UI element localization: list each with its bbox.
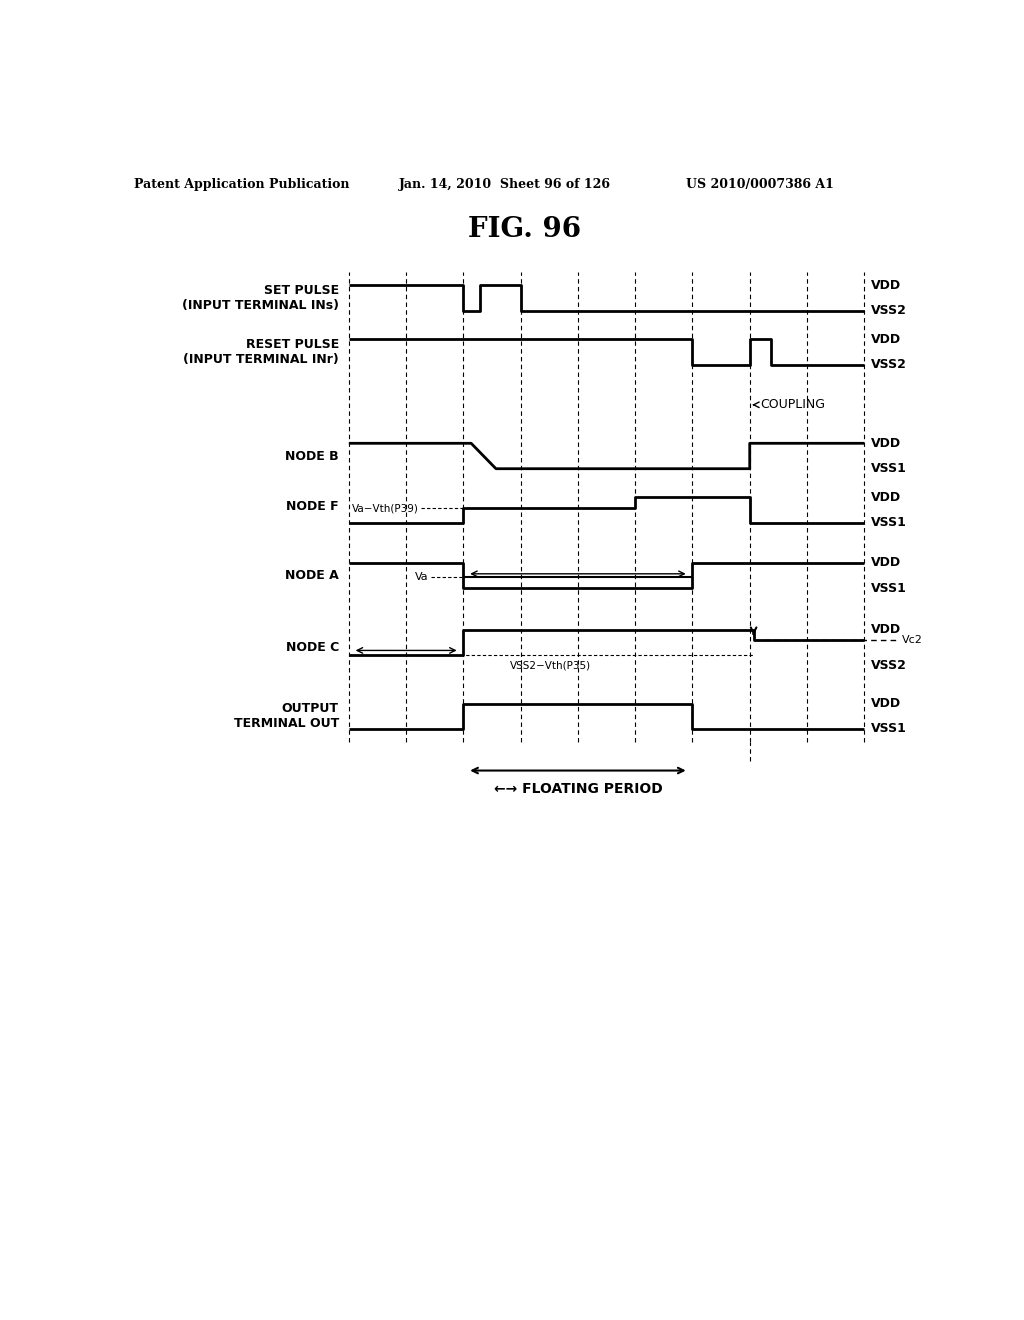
Text: COUPLING: COUPLING (760, 399, 824, 412)
Text: VSS2: VSS2 (870, 305, 906, 317)
Text: VSS2: VSS2 (870, 358, 906, 371)
Text: VSS1: VSS1 (870, 462, 906, 475)
Text: VDD: VDD (870, 491, 900, 504)
Text: NODE A: NODE A (285, 569, 339, 582)
Text: ←→ FLOATING PERIOD: ←→ FLOATING PERIOD (494, 781, 663, 796)
Text: US 2010/0007386 A1: US 2010/0007386 A1 (686, 178, 834, 190)
Text: RESET PULSE
(INPUT TERMINAL INr): RESET PULSE (INPUT TERMINAL INr) (183, 338, 339, 366)
Text: VSS2−Vth(P35): VSS2−Vth(P35) (510, 660, 591, 671)
Text: Patent Application Publication: Patent Application Publication (134, 178, 350, 190)
Text: Jan. 14, 2010  Sheet 96 of 126: Jan. 14, 2010 Sheet 96 of 126 (399, 178, 611, 190)
Text: VDD: VDD (870, 333, 900, 346)
Text: VDD: VDD (870, 556, 900, 569)
Text: SET PULSE
(INPUT TERMINAL INs): SET PULSE (INPUT TERMINAL INs) (182, 284, 339, 312)
Text: NODE C: NODE C (286, 640, 339, 653)
Text: VDD: VDD (870, 437, 900, 450)
Text: VSS1: VSS1 (870, 582, 906, 594)
Text: Vc2: Vc2 (901, 635, 923, 644)
Text: VDD: VDD (870, 697, 900, 710)
Text: Va: Va (415, 572, 428, 582)
Text: VSS2: VSS2 (870, 659, 906, 672)
Text: Va−Vth(P39): Va−Vth(P39) (351, 503, 419, 513)
Text: OUTPUT
TERMINAL OUT: OUTPUT TERMINAL OUT (233, 702, 339, 730)
Text: VSS1: VSS1 (870, 516, 906, 529)
Text: VSS1: VSS1 (870, 722, 906, 735)
Text: NODE F: NODE F (286, 499, 339, 512)
Text: VDD: VDD (870, 623, 900, 636)
Text: FIG. 96: FIG. 96 (468, 216, 582, 243)
Text: VDD: VDD (870, 279, 900, 292)
Text: NODE B: NODE B (285, 450, 339, 462)
